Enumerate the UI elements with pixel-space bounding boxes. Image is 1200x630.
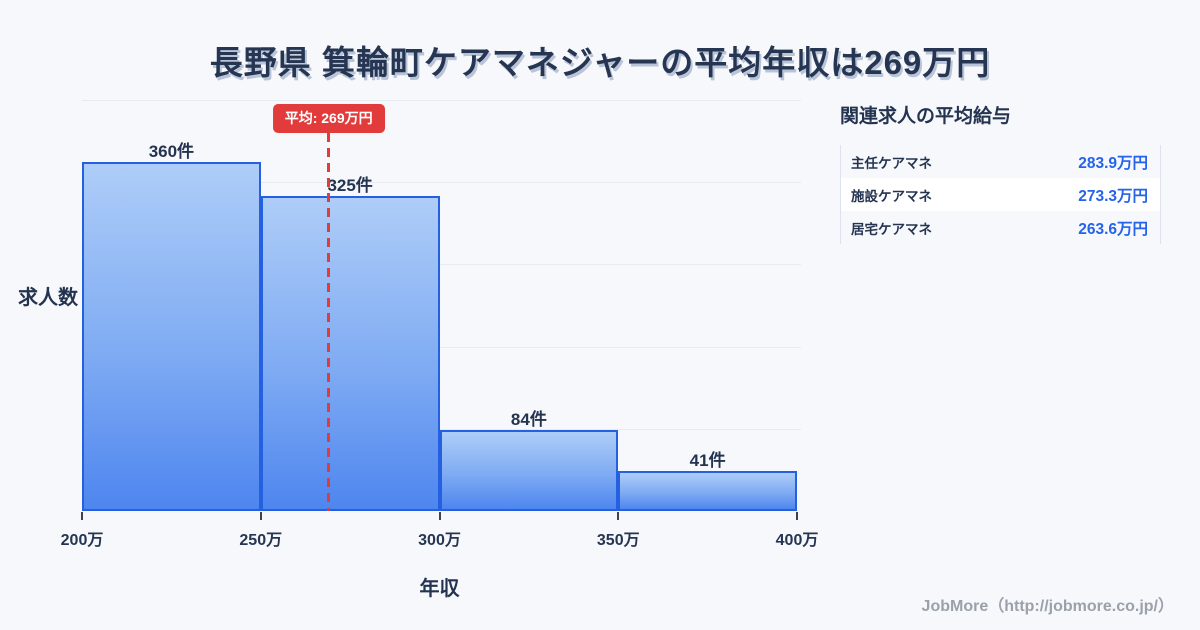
gridline (82, 346, 801, 348)
job-salary-value: 263.6万円 (1078, 220, 1148, 238)
job-type-label: 施設ケアマネ (851, 188, 932, 204)
x-tick-label: 200万 (60, 532, 104, 549)
histogram-bar-350-400: 41件 (618, 451, 797, 511)
job-type-label: 主任ケアマネ (851, 155, 932, 171)
table-row: 居宅ケアマネ 263.6万円 (841, 211, 1160, 244)
histogram-bar-200-250: 360件 (82, 142, 261, 511)
bar-count-label: 41件 (689, 451, 726, 470)
x-tick-label: 250万 (239, 532, 283, 549)
x-tick-label: 300万 (418, 532, 461, 549)
gridline (82, 428, 801, 430)
source-credit: JobMore（http://jobmore.co.jp/） (921, 598, 1174, 615)
tick-mark (438, 512, 441, 520)
histogram-bar-250-300: 325件 (260, 176, 440, 511)
job-salary-value: 273.3万円 (1078, 187, 1148, 205)
page-title: 長野県 箕輪町ケアマネジャーの平均年収は269万円 (209, 44, 991, 81)
x-tick-label: 350万 (596, 532, 640, 549)
bar-count-label: 325件 (327, 176, 373, 195)
histogram-bar-300-350: 84件 (439, 410, 619, 511)
table-row: 主任ケアマネ 283.9万円 (841, 145, 1160, 178)
job-type-label: 居宅ケアマネ (851, 221, 932, 237)
related-jobs-panel-title: 関連求人の平均給与 (840, 106, 1012, 127)
tick-mark (617, 512, 620, 520)
tick-mark (259, 512, 262, 520)
y-axis-title: 求人数 (18, 287, 78, 309)
average-line (327, 133, 331, 511)
x-tick-label: 400万 (775, 532, 819, 549)
related-jobs-table: 主任ケアマネ 283.9万円 施設ケアマネ 273.3万円 居宅ケアマネ 263… (840, 145, 1161, 244)
average-badge: 平均: 269万円 (272, 104, 385, 133)
tick-mark (796, 512, 798, 520)
bar-count-label: 84件 (510, 410, 547, 429)
job-salary-value: 283.9万円 (1078, 154, 1148, 172)
gridline (82, 182, 801, 184)
bar-count-label: 360件 (148, 142, 195, 161)
gridline (82, 100, 801, 101)
table-row: 施設ケアマネ 273.3万円 (841, 178, 1160, 211)
tick-mark (81, 512, 83, 520)
x-axis-title: 年収 (419, 578, 460, 600)
histogram-chart: 360件 325件 84件 41件 平均: 269万円 200万 250万 30… (61, 100, 818, 549)
gridline (82, 264, 801, 266)
